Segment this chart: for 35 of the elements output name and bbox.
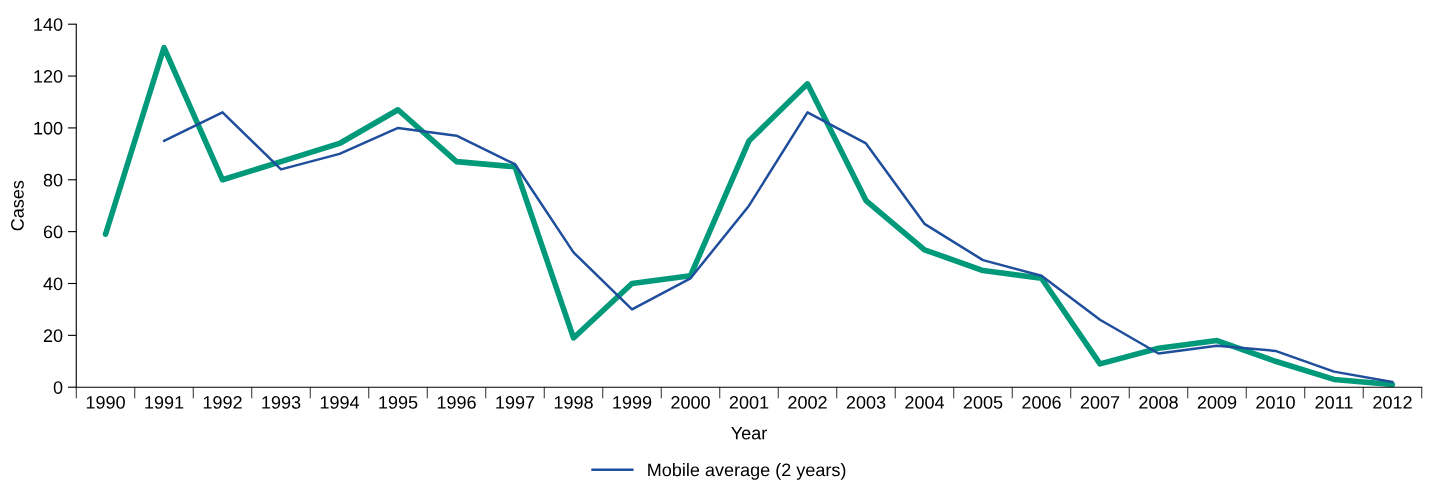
y-axis-title: Cases [11,180,24,231]
x-tick-label: 2010 [1256,396,1295,409]
y-tick-label: 40 [43,277,63,291]
x-tick-label: 2006 [1022,396,1061,409]
x-tick-label: 1998 [554,396,593,409]
y-tick-label: 120 [34,69,63,83]
x-tick-label: 1990 [86,396,125,409]
x-tick-label: 2000 [671,396,710,409]
y-tick-label: 100 [34,121,63,135]
x-tick-label: 2001 [729,396,769,409]
x-tick-label: 2004 [905,396,945,409]
x-tick-label: 2007 [1080,396,1120,409]
y-tick-label: 0 [53,381,63,394]
legend-label: Mobile average (2 years) [648,463,846,480]
x-tick-label: 2009 [1197,396,1237,409]
line-series [162,111,1394,384]
x-tick-label: 1995 [379,396,418,409]
x-axis-title: Year [731,426,767,440]
x-tick-label: 2011 [1315,396,1353,409]
x-tick-label: 2012 [1373,396,1412,409]
y-tick-label: 140 [34,18,63,31]
x-tick-label: 2005 [963,396,1003,409]
x-tick-label: 1996 [437,396,476,409]
x-tick-label: 2008 [1139,396,1178,409]
x-tick-label: 1999 [613,396,652,409]
y-tick-label: 80 [43,173,63,187]
x-tick-label: 1992 [203,396,242,409]
x-tick-label: 2002 [788,396,827,409]
x-tick-label: 1997 [496,396,535,409]
y-tick-label: 60 [43,225,63,239]
x-tick-label: 1994 [320,396,360,409]
y-tick-label: 20 [43,329,63,343]
x-tick-label: 1993 [262,396,301,409]
x-tick-label: 1991 [145,396,184,409]
x-tick-label: 2003 [846,396,886,409]
